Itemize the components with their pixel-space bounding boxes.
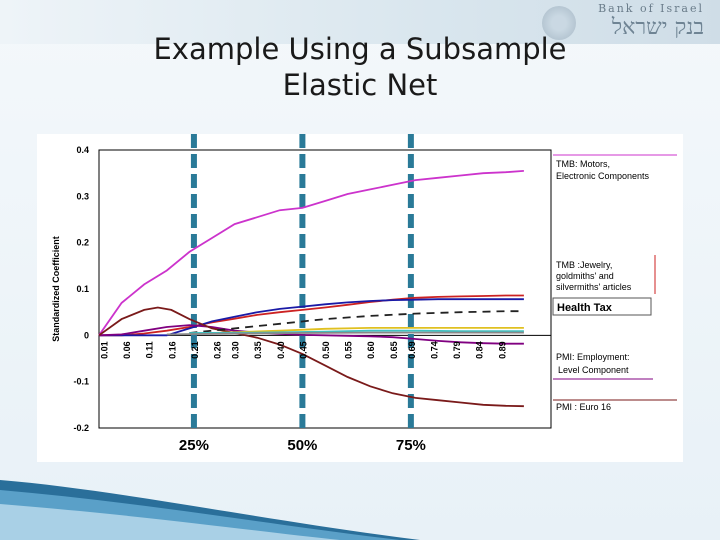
- series-line-6: [211, 327, 524, 334]
- x-tick-label: 0.35: [253, 341, 263, 359]
- menorah-emblem-icon: [542, 6, 576, 40]
- legend-label-health-tax: Health Tax: [557, 302, 613, 314]
- x-tick-label: 0.50: [321, 341, 331, 359]
- x-tick-label: 0.21: [190, 341, 200, 359]
- x-tick-label: 0.11: [145, 341, 155, 358]
- percentile-marker-label: 25%: [179, 437, 209, 454]
- logo-text-he: בנק ישראל: [611, 15, 704, 40]
- series-line-5: [189, 310, 524, 334]
- x-tick-label: 0.60: [366, 341, 376, 359]
- x-tick-label: 0.65: [389, 341, 399, 359]
- series-line-0: [98, 170, 524, 336]
- series-line-3: [98, 324, 524, 345]
- series-line-8: [166, 331, 524, 336]
- y-tick-label: 0.4: [76, 145, 89, 155]
- x-tick-label: 0.84: [475, 341, 485, 359]
- legend: TMB: Motors, Electronic Components TMB :…: [552, 154, 677, 412]
- legend-label-pmi-employment-1: PMI: Employment:: [556, 352, 630, 362]
- chart-container: Standardized Coefficient 0.4 0.3 0.2 0.1 0 -0…: [37, 134, 683, 462]
- x-tick-label: 0.69: [407, 341, 417, 359]
- x-tick-label: 0.01: [100, 341, 110, 359]
- x-tick-label: 0.55: [344, 341, 354, 359]
- y-axis-label: Standardized Coefficient: [51, 236, 61, 342]
- legend-label-pmi-employment-2: Level Component: [558, 365, 629, 375]
- legend-label-tmb-motors-2: Electronic Components: [556, 171, 650, 181]
- y-tick-label: 0.3: [76, 191, 89, 201]
- coefficient-path-chart: Standardized Coefficient 0.4 0.3 0.2 0.1 0 -0…: [51, 134, 677, 454]
- legend-label-tmb-jewelry-1: TMB :Jewelry,: [556, 260, 612, 270]
- slide-title-line2: Elastic Net: [282, 68, 438, 102]
- series-line-1: [99, 294, 524, 337]
- slide-title-line1: Example Using a Subsample: [153, 32, 567, 66]
- y-tick-label: -0.2: [73, 423, 89, 433]
- y-tick-label: 0.1: [76, 284, 89, 294]
- x-tick-label: 0.40: [276, 341, 286, 359]
- x-tick-label: 0.89: [497, 341, 507, 359]
- series-line-2: [99, 298, 524, 337]
- legend-label-pmi-euro: PMI : Euro 16: [556, 402, 611, 412]
- plot-frame: [98, 149, 552, 429]
- x-tick-label: 0.45: [298, 341, 308, 359]
- x-tick-label: 0.26: [213, 341, 223, 359]
- logo-text-en: Bank of Israel: [598, 2, 704, 15]
- percentile-marker-label: 75%: [396, 437, 426, 454]
- legend-label-tmb-motors-1: TMB: Motors,: [556, 159, 610, 169]
- legend-box-health-tax: [552, 297, 652, 316]
- series-line-4: [98, 306, 524, 408]
- bank-logo: Bank of Israel בנק ישראל: [540, 2, 710, 42]
- legend-label-tmb-jewelry-3: silvermiths' articles: [556, 282, 632, 292]
- x-tick-label: 0.06: [122, 341, 132, 359]
- top-banner: [0, 0, 720, 44]
- y-tick-label: 0: [84, 330, 89, 340]
- x-tick-label: 0.79: [452, 341, 462, 359]
- x-tick-label: 0.74: [429, 341, 439, 359]
- legend-label-tmb-jewelry-2: goldmiths' and: [556, 271, 614, 281]
- x-tick-label: 0.16: [167, 341, 177, 359]
- y-tick-label: 0.2: [76, 238, 89, 248]
- y-tick-label: -0.1: [73, 377, 89, 387]
- footer-swoosh-decoration: [0, 480, 420, 540]
- percentile-marker-label: 50%: [287, 437, 317, 454]
- x-tick-label: 0.30: [231, 341, 241, 359]
